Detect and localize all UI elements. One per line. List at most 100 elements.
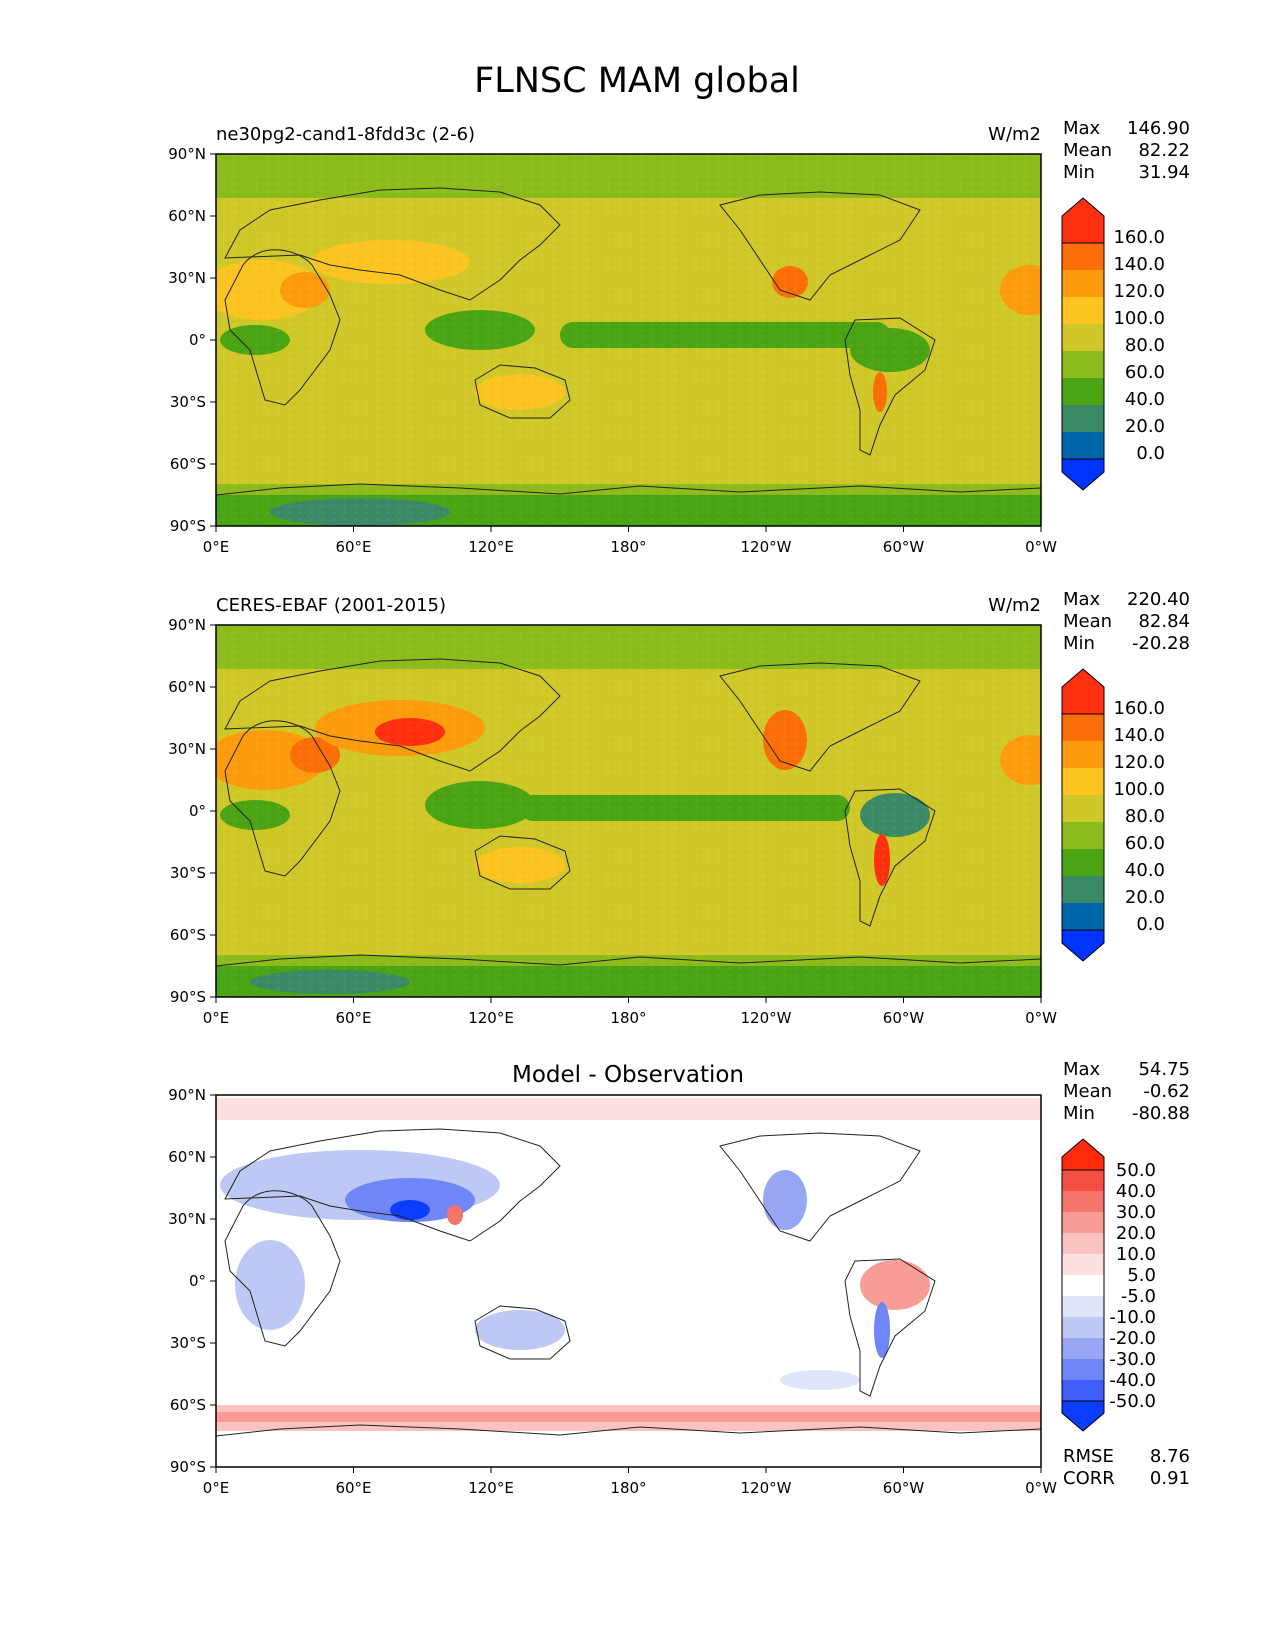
stat-min-value: -20.28 bbox=[1132, 633, 1190, 654]
metric-rmse-value: 8.76 bbox=[1150, 1446, 1190, 1467]
panel-observation: CERES-EBAF (2001-2015) W/m2 Max 220.40 M… bbox=[168, 589, 1190, 1027]
panel-model: ne30pg2-cand1-8fdd3c (2-6) W/m2 Max 146.… bbox=[168, 118, 1190, 556]
coast-antarctica bbox=[216, 1424, 1041, 1437]
coast-africa bbox=[224, 1190, 341, 1347]
panel-model-stats: Max 146.90 Mean 82.22 Min 31.94 bbox=[1063, 118, 1190, 183]
coast-eurasia bbox=[224, 658, 561, 772]
colorbar-label: 5.0 bbox=[1127, 1265, 1156, 1286]
lat-tick-label: 60°N bbox=[168, 1148, 206, 1166]
lon-tick-label: 0°E bbox=[203, 538, 230, 556]
colorbar-swatch bbox=[1062, 1317, 1104, 1338]
colorbar-extend-top bbox=[1061, 197, 1105, 244]
colorbar-label: 120.0 bbox=[1113, 281, 1165, 302]
metric-corr-value: 0.91 bbox=[1150, 1468, 1190, 1489]
colorbar-swatch bbox=[1062, 768, 1104, 795]
colorbar-label: 20.0 bbox=[1125, 416, 1165, 437]
coast-antarctica bbox=[216, 954, 1041, 967]
colorbar-label: -20.0 bbox=[1109, 1328, 1156, 1349]
panel-observation-stats: Max 220.40 Mean 82.84 Min -20.28 bbox=[1063, 589, 1190, 654]
stat-mean-value: 82.84 bbox=[1138, 611, 1190, 632]
colorbar-extend-bottom bbox=[1061, 458, 1105, 491]
lat-tick-label: 0° bbox=[189, 1272, 206, 1290]
colorbar-swatch bbox=[1062, 378, 1104, 405]
lat-tick-label: 60°N bbox=[168, 678, 206, 696]
lat-tick-label: 30°S bbox=[170, 393, 206, 411]
figure-title: FLNSC MAM global bbox=[474, 61, 800, 101]
map-observation bbox=[215, 624, 1042, 998]
colorbar-label: 160.0 bbox=[1113, 698, 1165, 719]
colorbar-label: -50.0 bbox=[1109, 1391, 1156, 1412]
panel-difference-stats: Max 54.75 Mean -0.62 Min -80.88 bbox=[1063, 1059, 1190, 1124]
coast-antarctica bbox=[216, 483, 1041, 496]
coast-south-america bbox=[844, 1258, 936, 1397]
colorbar-swatch bbox=[1062, 1338, 1104, 1359]
lat-tick-label: 60°S bbox=[170, 926, 206, 944]
colorbar-swatch bbox=[1062, 1359, 1104, 1380]
lon-tick-label: 120°W bbox=[741, 538, 792, 556]
colorbar-swatch bbox=[1062, 270, 1104, 297]
lat-ticks: 90°N 60°N 30°N 0° 30°S 60°S 90°S bbox=[168, 616, 216, 1006]
colorbar-swatch bbox=[1062, 822, 1104, 849]
colorbar-model: 160.0 140.0 120.0 100.0 80.0 60.0 40.0 2… bbox=[1061, 197, 1165, 491]
stat-max-value: 54.75 bbox=[1138, 1059, 1190, 1080]
lat-tick-label: 30°N bbox=[168, 740, 206, 758]
lon-tick-label: 120°E bbox=[468, 1009, 514, 1027]
stat-max-value: 146.90 bbox=[1127, 118, 1190, 139]
stat-mean-label: Mean bbox=[1063, 611, 1112, 632]
colorbar-swatch bbox=[1062, 324, 1104, 351]
stat-max-label: Max bbox=[1063, 1059, 1101, 1080]
lon-tick-label: 180° bbox=[610, 1479, 646, 1497]
coast-africa bbox=[224, 249, 341, 406]
coastlines bbox=[216, 187, 1041, 496]
colorbar-label: 60.0 bbox=[1125, 362, 1165, 383]
colorbar-label: 40.0 bbox=[1116, 1181, 1156, 1202]
colorbar-swatch bbox=[1062, 1191, 1104, 1212]
colorbar-label: -30.0 bbox=[1109, 1349, 1156, 1370]
stat-max-label: Max bbox=[1063, 118, 1101, 139]
colorbar-extend-top bbox=[1061, 1138, 1105, 1171]
metric-corr-label: CORR bbox=[1063, 1468, 1115, 1489]
colorbar-label: 80.0 bbox=[1125, 806, 1165, 827]
panel-difference-title: Model - Observation bbox=[512, 1062, 744, 1088]
colorbar-label: 0.0 bbox=[1136, 914, 1165, 935]
coast-south-america bbox=[844, 317, 936, 456]
lon-tick-label: 0°W bbox=[1025, 538, 1057, 556]
colorbar-label: 100.0 bbox=[1113, 779, 1165, 800]
lat-tick-label: 90°S bbox=[170, 988, 206, 1006]
lat-tick-label: 0° bbox=[189, 331, 206, 349]
stat-mean-value: -0.62 bbox=[1143, 1081, 1190, 1102]
panel-difference: Model - Observation Max 54.75 Mean -0.62… bbox=[168, 1059, 1190, 1497]
coast-australia bbox=[474, 1305, 571, 1360]
colorbar-swatch bbox=[1062, 1233, 1104, 1254]
lat-tick-label: 30°S bbox=[170, 1334, 206, 1352]
difference-metrics: RMSE 8.76 CORR 0.91 bbox=[1063, 1446, 1190, 1489]
colorbar-label: -40.0 bbox=[1109, 1370, 1156, 1391]
colorbar-swatch bbox=[1062, 876, 1104, 903]
lon-tick-label: 60°W bbox=[883, 1009, 925, 1027]
lon-ticks: 0°E 60°E 120°E 180° 120°W 60°W 0°W bbox=[203, 526, 1057, 556]
map-model bbox=[215, 153, 1042, 527]
stat-min-value: -80.88 bbox=[1132, 1103, 1190, 1124]
colorbar-label: 140.0 bbox=[1113, 254, 1165, 275]
colorbar-swatch bbox=[1062, 1275, 1104, 1296]
colorbar-swatch bbox=[1062, 1296, 1104, 1317]
lat-tick-label: 60°S bbox=[170, 455, 206, 473]
band-arctic-positive bbox=[216, 1098, 1041, 1120]
lat-ticks: 90°N 60°N 30°N 0° 30°S 60°S 90°S bbox=[168, 145, 216, 535]
colorbar-extend-bottom bbox=[1061, 1400, 1105, 1432]
colorbar-label: 20.0 bbox=[1116, 1223, 1156, 1244]
colorbar-label: 50.0 bbox=[1116, 1160, 1156, 1181]
lon-tick-label: 0°W bbox=[1025, 1479, 1057, 1497]
lon-tick-label: 60°E bbox=[335, 538, 371, 556]
colorbar-swatch bbox=[1062, 405, 1104, 432]
colorbar-swatch bbox=[1062, 714, 1104, 741]
panel-model-units: W/m2 bbox=[988, 124, 1041, 145]
colorbar-label: 80.0 bbox=[1125, 335, 1165, 356]
colorbar-label: 60.0 bbox=[1125, 833, 1165, 854]
speckle-overlay bbox=[216, 154, 1041, 526]
south-pacific-negative bbox=[780, 1370, 860, 1390]
lon-tick-label: 0°E bbox=[203, 1009, 230, 1027]
colorbar-label: -5.0 bbox=[1121, 1286, 1156, 1307]
colorbar-label: 100.0 bbox=[1113, 308, 1165, 329]
colorbar-swatch bbox=[1062, 849, 1104, 876]
